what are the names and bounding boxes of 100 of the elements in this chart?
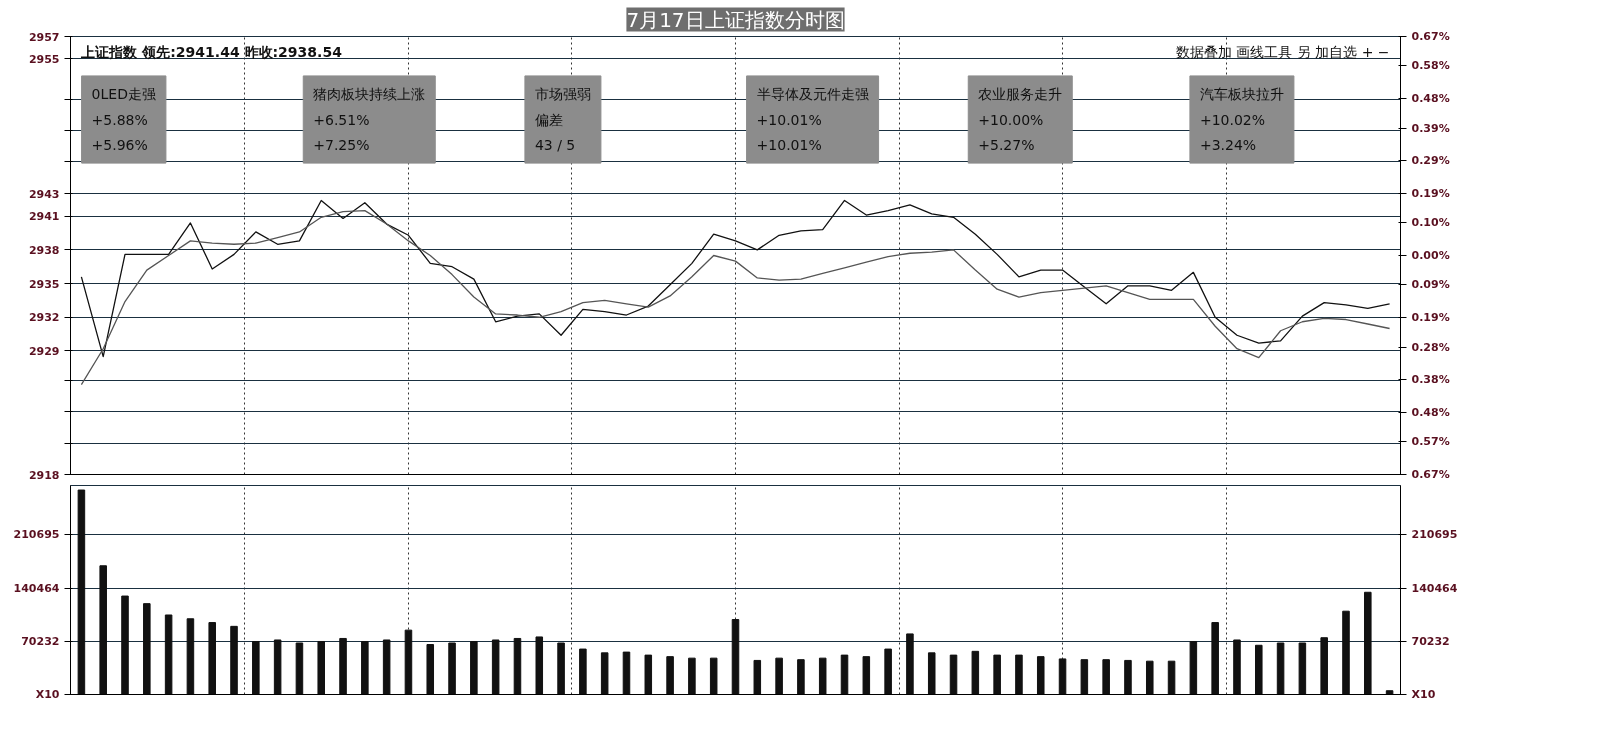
bar: [840, 654, 849, 695]
annotation: 农业服务走升: [978, 85, 1063, 102]
bar: [1167, 660, 1176, 695]
bar: [557, 642, 565, 695]
bar: [1276, 642, 1285, 695]
annotation: +10.01%: [756, 111, 822, 128]
bar: [753, 659, 762, 695]
y2-tick-label: 0.19%: [1411, 311, 1450, 325]
annotation: 数据叠加 画线工具 另 加自选 + −: [1175, 43, 1390, 60]
bar: [1080, 659, 1089, 695]
annotation: +6.51%: [313, 111, 370, 128]
bar: [1189, 640, 1198, 695]
bar: [644, 654, 653, 695]
line-series: [80, 209, 1391, 386]
annotation: +10.00%: [978, 111, 1044, 128]
y2-tick-label: 0.48%: [1411, 405, 1450, 419]
y-tick-label: 2943: [28, 187, 60, 201]
bar: [971, 650, 980, 695]
y2-tick-label: 0.57%: [1411, 435, 1450, 449]
bar: [1342, 610, 1350, 695]
bar: [426, 644, 435, 695]
bar: [1298, 642, 1307, 695]
y-tick-label: 2932: [28, 311, 60, 325]
bar: [600, 652, 609, 695]
y2-tick-label: 0.38%: [1411, 373, 1450, 387]
bar: [906, 633, 914, 695]
y2-tick-label: 140464: [1411, 581, 1458, 595]
y-tick-label: 70232: [21, 634, 60, 648]
bar: [513, 637, 522, 695]
annotation: 半导体及元件走强: [756, 85, 869, 102]
bar: [295, 642, 304, 695]
y2-tick-label: 0.09%: [1411, 278, 1450, 292]
bar: [1233, 639, 1241, 695]
bar: [993, 654, 1001, 695]
bar: [709, 657, 718, 695]
annotation: 偏差: [534, 111, 563, 128]
annotation: 43 / 5: [534, 137, 576, 154]
bar: [404, 629, 413, 695]
bar: [688, 657, 696, 695]
bar: [775, 657, 783, 695]
bar: [1124, 659, 1132, 695]
bar: [579, 648, 587, 695]
bar: [317, 640, 326, 695]
bar: [339, 637, 347, 695]
annotation: 上证指数 领先:2941.44 昨收:2938.54: [80, 43, 343, 60]
bar: [208, 622, 216, 695]
bar: [143, 603, 151, 695]
annotation: +7.25%: [313, 137, 370, 154]
annotation: +5.88%: [91, 111, 148, 128]
annotation: +5.96%: [91, 137, 148, 154]
bar: [252, 640, 260, 695]
bar: [1058, 658, 1067, 695]
y2-tick-label: 0.67%: [1411, 30, 1450, 43]
bar: [862, 656, 871, 695]
y-tick-label: 2938: [28, 243, 60, 257]
annotation: 0LED走强: [91, 85, 156, 102]
bar: [884, 648, 892, 695]
bar: [164, 614, 173, 695]
bar: [1036, 656, 1045, 695]
y2-tick-label: 0.28%: [1411, 340, 1450, 354]
y2-tick-label: 0.29%: [1411, 154, 1450, 168]
bar: [470, 640, 478, 695]
y2-tick-label: 70232: [1411, 634, 1450, 648]
bar: [99, 565, 107, 695]
annotation: 市场强弱: [534, 85, 591, 102]
bar: [927, 652, 936, 695]
bar: [1145, 660, 1154, 695]
bar: [361, 640, 369, 695]
annotation: 汽车板块拉升: [1199, 85, 1284, 102]
bar: [622, 651, 631, 695]
bar: [382, 639, 391, 695]
bar: [1102, 659, 1110, 695]
annotation: +3.24%: [1199, 137, 1257, 154]
bar: [1255, 644, 1263, 695]
bar: [949, 654, 958, 695]
bar: [1385, 690, 1394, 695]
bar: [535, 636, 544, 695]
bar: [186, 618, 195, 695]
bar: [491, 639, 500, 695]
annotation: +10.02%: [1199, 111, 1266, 128]
y-tick-label: 140464: [13, 581, 60, 595]
chart-title: 7月17日上证指数分时图: [626, 7, 845, 32]
bar: [121, 595, 129, 695]
annotation: +5.27%: [978, 137, 1035, 154]
bar: [666, 656, 674, 695]
y2-tick-label: 0.19%: [1411, 186, 1450, 200]
y-tick-label: 2929: [28, 344, 60, 358]
y2-tick-label: X10: [1411, 687, 1436, 701]
annotation: 猪肉板块持续上涨: [313, 85, 426, 102]
y-tick-label: 2941: [28, 210, 60, 224]
annotation: +10.01%: [756, 137, 822, 154]
y-tick-label: X10: [35, 687, 60, 701]
bar: [273, 639, 282, 695]
y-tick-label: 210695: [13, 528, 60, 542]
y-tick-label: 2957: [28, 30, 60, 44]
bar: [1015, 654, 1023, 695]
line-series: [80, 199, 1391, 358]
y-tick-label: 2918: [28, 468, 60, 482]
bar: [731, 619, 740, 695]
bar: [77, 489, 86, 695]
